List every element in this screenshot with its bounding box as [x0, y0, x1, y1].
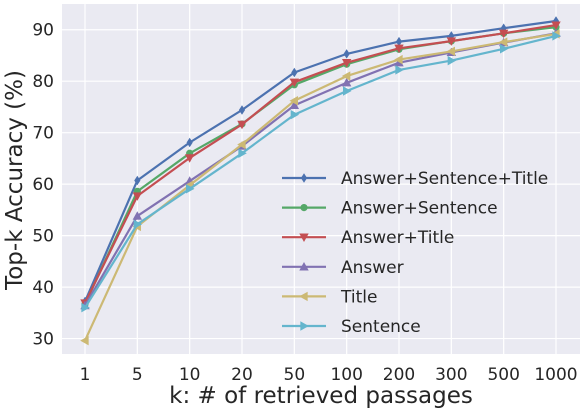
- data-point-sentence: [186, 184, 195, 194]
- y-tick-label: 30: [32, 330, 54, 350]
- data-point-sentence: [552, 31, 561, 41]
- y-tick-label: 90: [32, 21, 54, 41]
- data-point-sentence: [133, 219, 143, 230]
- legend-label-sentence: Sentence: [341, 317, 421, 337]
- y-tick-label: 60: [32, 175, 54, 195]
- data-point-answer-title: [498, 29, 509, 39]
- legend-marker-title: [299, 291, 308, 302]
- series-line-answer-sentence-title: [83, 19, 557, 302]
- data-point-answer-sentence-title: [238, 105, 246, 115]
- y-tick-labels: 30 40 50 60 70 80 90: [32, 21, 54, 350]
- data-point-sentence: [238, 148, 247, 158]
- data-point-sentence: [343, 86, 352, 96]
- legend-marker-answer-sentence: [300, 204, 308, 212]
- x-tick-label: 500: [487, 365, 519, 385]
- data-point-title: [80, 335, 89, 346]
- data-point-answer-sentence-title: [291, 67, 298, 78]
- data-point-answer: [289, 100, 300, 110]
- data-point-title: [341, 71, 351, 81]
- x-tick-label: 1000: [534, 365, 577, 385]
- y-tick-label: 40: [32, 278, 54, 298]
- data-point-answer-title: [132, 192, 143, 201]
- legend: Answer+Sentence+Title Answer+Sentence Answ…: [282, 169, 548, 337]
- y-axis-label: Top-k Accuracy (%): [2, 70, 28, 291]
- data-point-title: [237, 139, 246, 150]
- series-sentence: [81, 31, 561, 313]
- x-tick-labels: 1 5 10 20 50 100 200 300 500 1000: [80, 365, 578, 385]
- y-tick-label: 50: [32, 227, 54, 247]
- data-point-answer-title: [237, 120, 247, 130]
- data-point-sentence: [290, 109, 300, 120]
- data-point-answer-sentence-title: [134, 175, 141, 186]
- series-line-answer-title: [84, 24, 557, 304]
- x-tick-label: 50: [284, 365, 306, 385]
- data-point-answer-title: [341, 59, 352, 68]
- data-point-answer-sentence-title: [343, 49, 350, 59]
- data-point-sentence: [447, 55, 457, 66]
- legend-marker-answer-sentence-title: [300, 173, 308, 183]
- data-point-title: [446, 46, 455, 57]
- legend-label-answer-sentence-title: Answer+Sentence+Title: [341, 169, 548, 189]
- series-line-sentence: [84, 34, 557, 309]
- data-point-title: [394, 54, 403, 65]
- x-tick-label: 1: [80, 365, 91, 385]
- x-tick-label: 300: [435, 365, 467, 385]
- legend-marker-answer-title: [299, 233, 309, 243]
- x-axis-label: k: # of retrieved passages: [169, 383, 473, 409]
- x-tick-label: 20: [231, 365, 253, 385]
- legend-label-title: Title: [340, 287, 377, 307]
- legend-label-answer: Answer: [341, 258, 404, 278]
- data-point-title: [289, 96, 298, 106]
- data-point-answer: [341, 77, 352, 87]
- data-point-sentence: [500, 44, 509, 54]
- legend-label-answer-sentence: Answer+Sentence: [341, 199, 498, 219]
- data-point-answer-title: [289, 78, 300, 88]
- legend-marker-sentence: [300, 321, 309, 331]
- data-point-sentence: [395, 65, 404, 75]
- data-point-answer-sentence-title: [186, 137, 193, 148]
- series-layer: [80, 16, 561, 346]
- x-tick-label: 100: [330, 365, 362, 385]
- data-point-title: [498, 37, 508, 47]
- x-tick-label: 5: [132, 365, 143, 385]
- data-point-answer-title: [551, 21, 561, 30]
- y-tick-label: 70: [32, 124, 54, 144]
- data-point-answer-title: [184, 154, 195, 163]
- data-point-answer-title: [446, 37, 457, 46]
- data-point-answer: [132, 211, 143, 220]
- data-point-answer-title: [394, 44, 404, 54]
- y-tick-label: 80: [32, 72, 54, 92]
- legend-marker-answer: [299, 261, 309, 271]
- x-tick-label: 200: [383, 365, 415, 385]
- legend-label-answer-title: Answer+Title: [341, 228, 454, 248]
- data-point-sentence: [81, 302, 90, 313]
- x-tick-label: 10: [179, 365, 201, 385]
